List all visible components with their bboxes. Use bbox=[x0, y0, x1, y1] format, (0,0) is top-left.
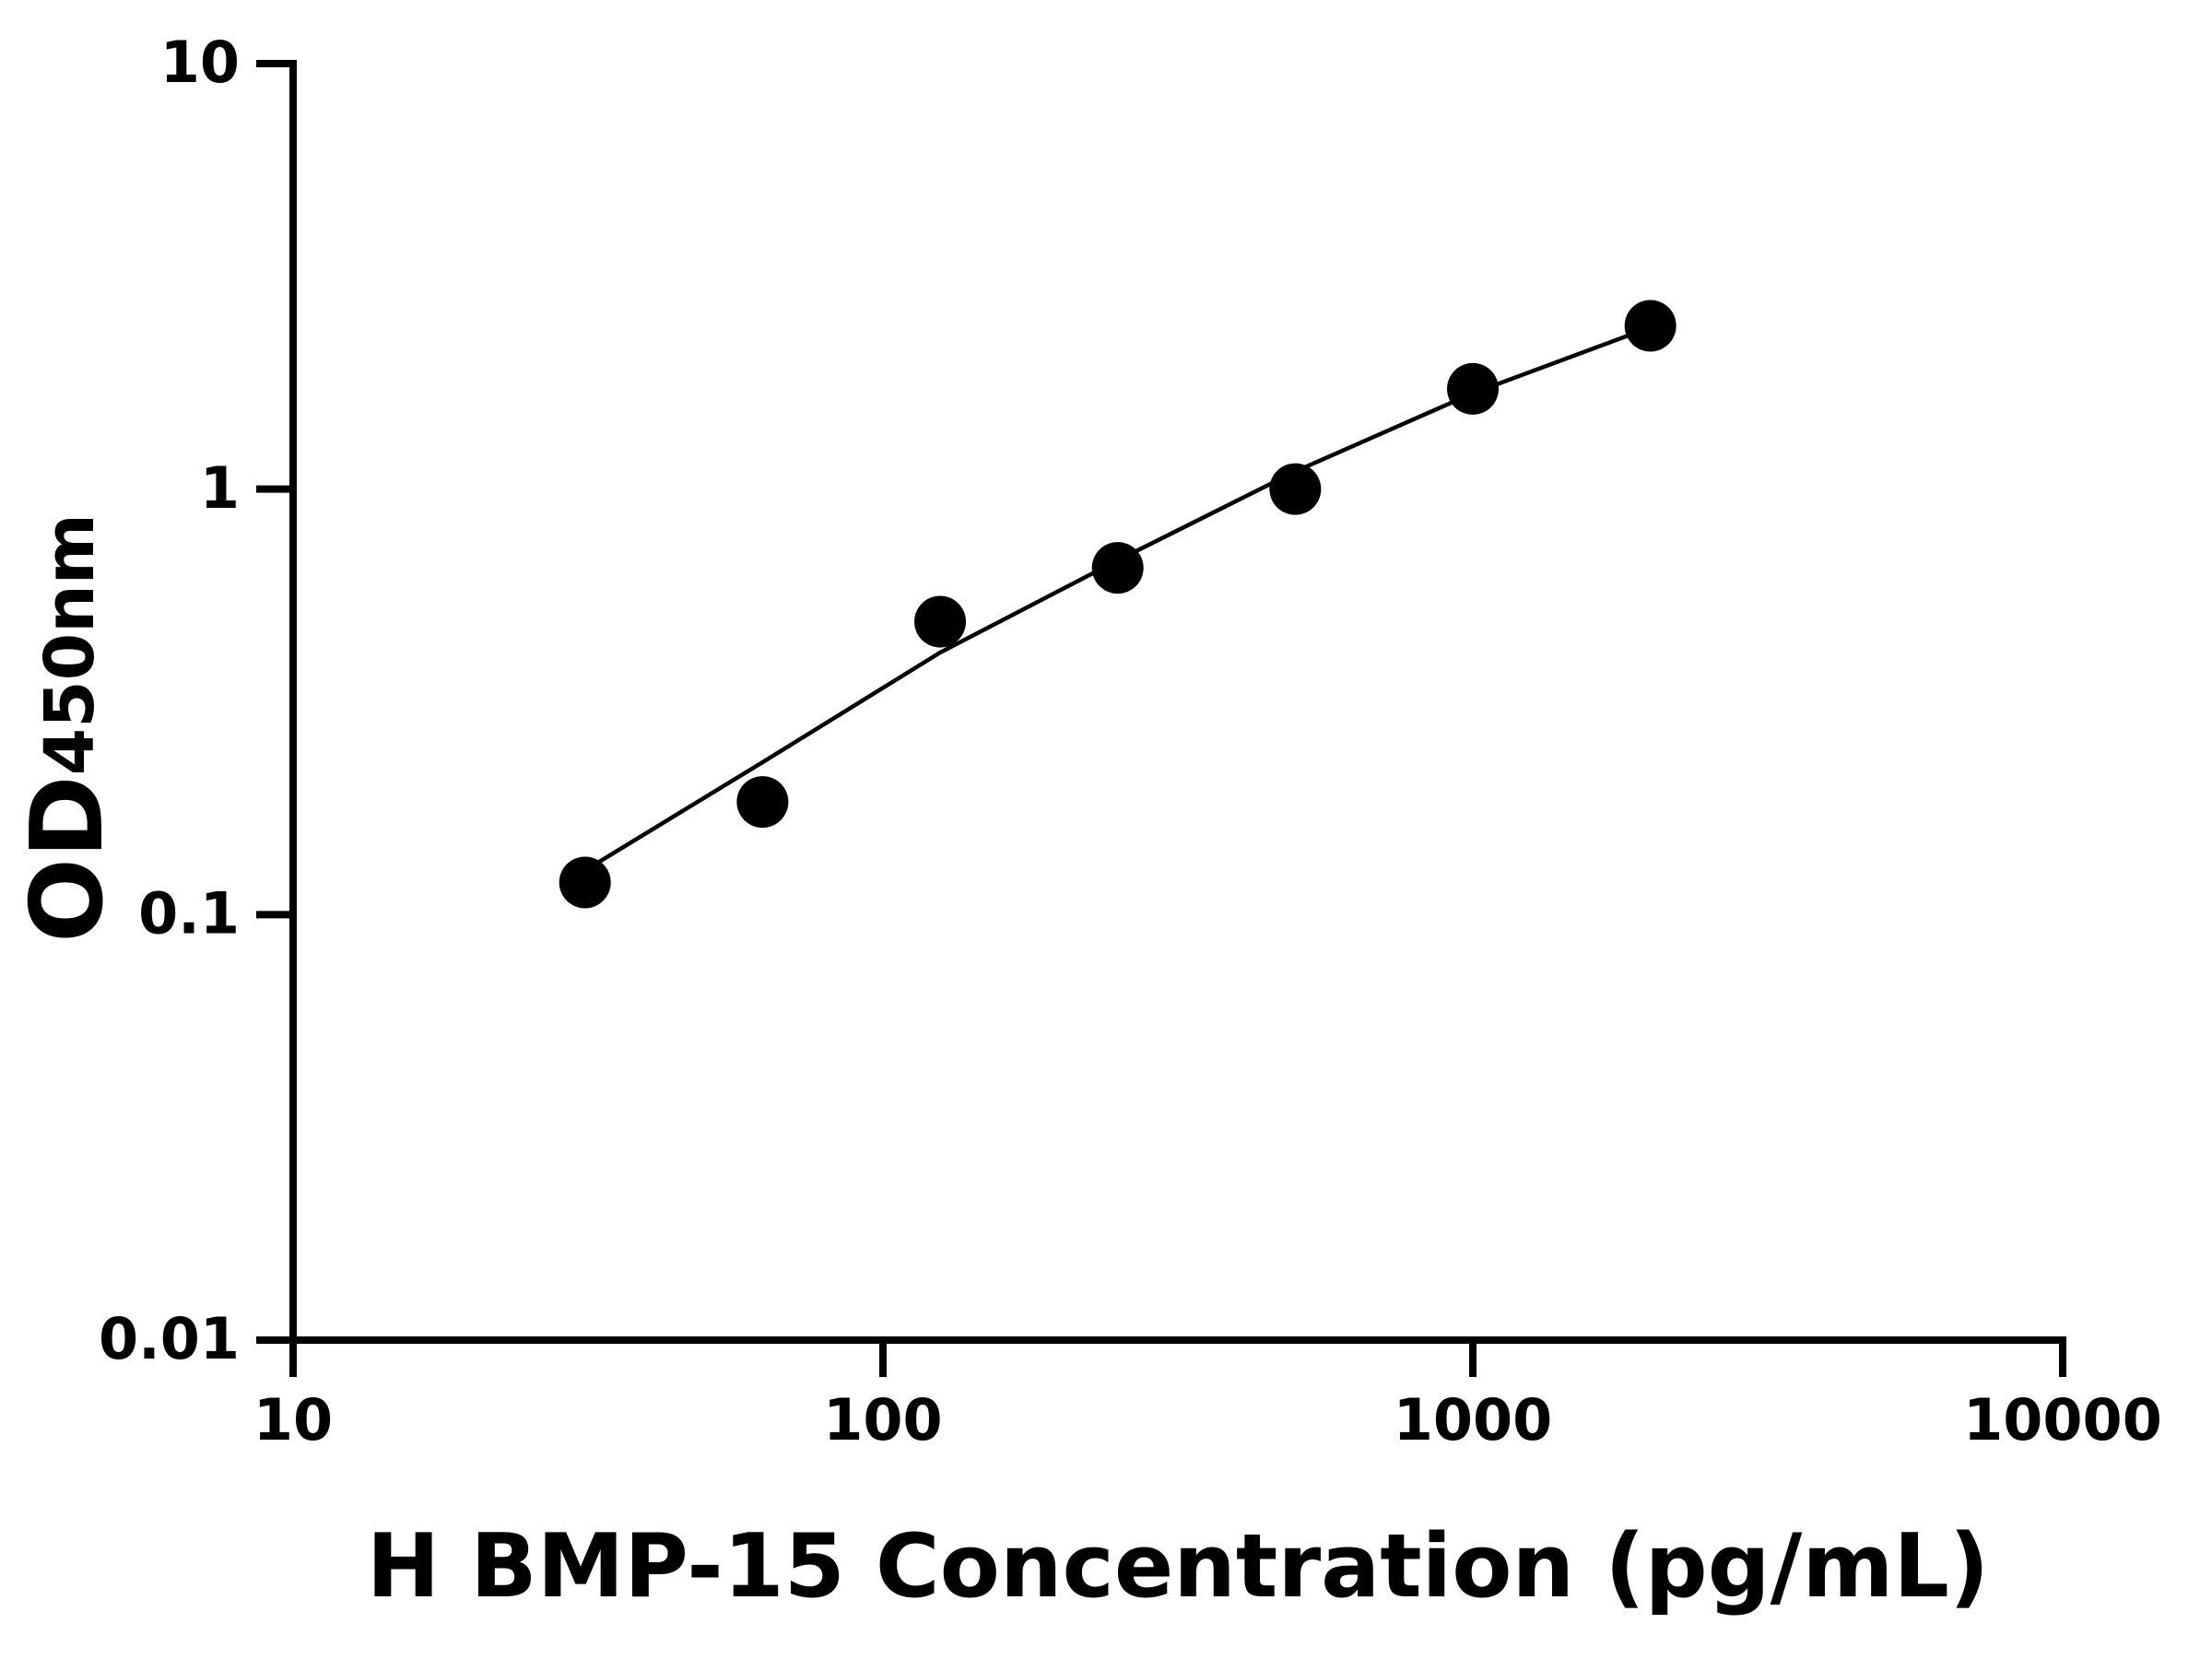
x-tick-label: 100 bbox=[823, 1386, 942, 1453]
data-point bbox=[1624, 300, 1677, 352]
data-point bbox=[1091, 542, 1144, 594]
y-tick-label: 10 bbox=[160, 29, 240, 96]
x-tick-label: 1000 bbox=[1394, 1386, 1553, 1453]
y-axis-title-main: OD bbox=[10, 775, 125, 942]
y-tick-label: 1 bbox=[200, 454, 240, 522]
x-axis-title: H BMP-15 Concentration (pg/mL) bbox=[367, 1516, 1990, 1618]
data-point bbox=[559, 856, 611, 909]
data-point bbox=[914, 595, 967, 648]
y-tick-label: 0.1 bbox=[138, 879, 240, 947]
y-axis-title-subscript: 450nm bbox=[30, 513, 110, 775]
x-tick-label: 10000 bbox=[1963, 1386, 2162, 1453]
y-tick-label: 0.01 bbox=[99, 1305, 240, 1372]
y-axis-title: OD450nm bbox=[10, 513, 125, 943]
x-tick-label: 10 bbox=[253, 1386, 333, 1453]
data-point bbox=[1447, 362, 1499, 415]
data-point bbox=[1269, 463, 1322, 515]
data-point bbox=[736, 776, 789, 829]
